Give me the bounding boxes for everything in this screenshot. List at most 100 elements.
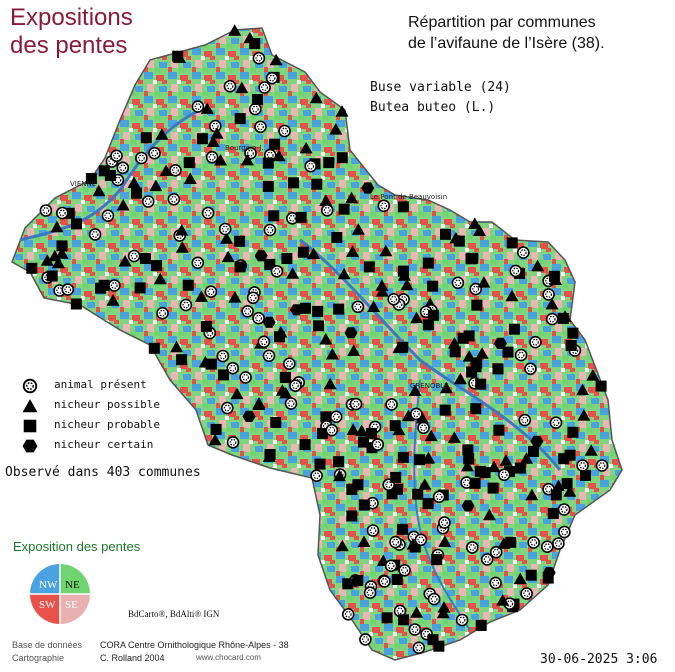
probable-breeder-marker [314,458,326,470]
possible-breeder-icon [22,399,38,413]
probable-breeder-marker [148,342,160,354]
animal-present-marker [595,459,609,472]
animal-present-marker [363,586,377,600]
animal-present-marker [156,306,169,320]
map-title-left: Expositions des pentes [10,4,133,60]
animal-present-marker [329,410,343,424]
legend-label: nicheur certain [54,438,154,451]
animal-present-marker [289,379,302,393]
animal-present-marker [110,149,123,163]
probable-breeder-marker [439,404,451,416]
probable-breeder-marker [98,165,110,177]
animal-present-marker [427,592,441,606]
probable-breeder-marker [475,620,487,631]
probable-breeder-marker [139,253,151,264]
probable-breeder-marker [336,152,348,164]
animal-present-marker [398,563,411,577]
website-link[interactable]: www.chocard.com [196,653,261,662]
animal-present-marker [135,151,148,165]
quadrant-label-ne: NE [65,579,80,591]
animal-present-marker [366,524,380,537]
quadrant-ne [60,564,90,594]
probable-breeder-marker [567,426,579,438]
quadrant-se [60,594,90,624]
probable-breeder-marker [565,340,577,351]
probable-breeder-marker [463,330,475,342]
animal-present-marker [278,124,291,138]
animal-present-marker [262,349,276,363]
generation-datetime: 30-06-2025 3:06 [540,652,658,667]
database-value: CORA Centre Ornithologique Rhône-Alpes -… [100,640,289,650]
animal-present-marker [252,51,266,65]
river-isere [299,238,562,471]
town-label-pont-beauvoisin: Le Pont de Beauvoisin [370,193,447,201]
animal-present-marker [359,633,372,646]
animal-present-marker [116,161,130,175]
legend-label: animal présent [54,378,147,391]
animal-present-marker [518,413,532,427]
probable-breeder-marker [196,133,208,145]
animal-present-marker [249,102,262,116]
title-line-2: des pentes [10,32,128,59]
probable-breeder-marker [200,320,212,332]
probable-breeder-marker [205,358,217,370]
animal-present-marker [218,222,232,236]
probable-breeder-marker [281,253,293,264]
probable-breeder-marker [288,177,300,189]
animal-present-marker [387,292,401,306]
probable-breeder-marker [528,445,539,457]
animal-present-marker [252,311,265,325]
animal-present-marker [282,357,296,371]
animal-present-marker [451,276,465,290]
probable-breeder-marker [493,424,505,436]
probable-breeder-icon [23,419,37,433]
animal-present-marker [167,193,181,206]
probable-breeder-marker [558,453,570,465]
animal-present-marker [371,438,385,451]
probable-breeder-marker [26,262,38,274]
probable-breeder-marker [331,232,343,243]
probable-breeder-marker [210,423,222,435]
probable-breeder-marker [514,462,526,474]
probable-breeder-marker [234,235,246,247]
animal-present-marker [179,298,193,312]
quadrant-sw [30,594,60,624]
probable-breeder-marker [312,305,324,317]
probable-breeder-marker [391,574,403,585]
probable-breeder-marker [525,569,537,581]
quadrant-label-sw: SW [39,599,56,611]
probable-breeder-marker [475,378,487,390]
animal-present-marker [239,371,252,384]
animal-present-marker [480,553,494,566]
animal-present-marker [465,541,479,554]
animal-present-marker [414,533,428,547]
animal-present-marker [520,587,533,600]
probable-breeder-marker [218,369,229,381]
animal-present-marker [108,279,121,292]
probable-breeder-marker [342,578,354,590]
probable-breeder-marker [397,523,409,535]
probable-breeder-marker [433,640,445,652]
probable-breeder-marker [508,323,520,335]
animal-present-marker [101,209,115,222]
species-latin-name: Butea buteo (L.) [370,100,496,115]
probable-breeder-marker [547,507,559,519]
probable-breeder-marker [487,482,499,494]
legend-label: nicheur probable [54,418,160,431]
animal-present-marker [325,423,339,437]
probable-breeder-marker [366,427,377,439]
ign-credit: BdCarto®, BdAlti® IGN [128,609,220,619]
probable-breeder-marker [269,138,281,150]
legend-label: nicheur possible [54,398,160,411]
animal-present-marker [516,246,530,259]
animal-present-marker [191,100,205,113]
animal-present-marker [417,421,430,435]
probable-breeder-marker [268,210,280,222]
town-label-bourgoin: Bourgoin-J. [225,144,264,152]
probable-breeder-marker [262,157,274,169]
animal-present-marker [226,435,240,449]
probable-breeder-marker [470,361,482,373]
animal-present-marker [378,575,391,588]
probable-breeder-marker [183,157,195,169]
